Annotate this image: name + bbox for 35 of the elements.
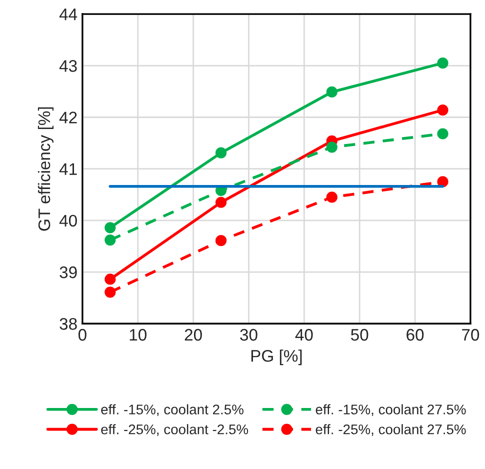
point — [437, 176, 448, 188]
point — [215, 196, 227, 208]
x-tick-label: 20 — [184, 328, 202, 341]
y-tick-label: 38 — [60, 318, 77, 330]
x-tick-label: 70 — [462, 328, 480, 341]
x-tick-label: 40 — [295, 328, 313, 341]
x-axis-title: PG [%] — [251, 350, 302, 366]
point — [326, 86, 338, 98]
y-tick-label: 44 — [59, 8, 78, 20]
x-tick-label: 50 — [350, 328, 368, 341]
legend-label: eff. -25%, coolant -2.5% — [101, 424, 248, 436]
legend-label: eff. -25%, coolant 27.5% — [316, 424, 466, 436]
point — [104, 286, 116, 298]
x-tick-label: 30 — [240, 328, 258, 341]
point — [104, 222, 116, 234]
x-tick-label: 10 — [130, 328, 146, 341]
point — [326, 142, 338, 153]
point — [437, 104, 448, 116]
point — [326, 192, 338, 203]
y-tick-label: 40 — [59, 214, 77, 227]
x-tick-label: 60 — [406, 328, 424, 341]
y-tick-label: 42 — [59, 112, 77, 124]
y-tick-label: 39 — [60, 266, 77, 278]
y-tick-label: 41 — [59, 163, 77, 175]
y-tick-label: 43 — [59, 60, 77, 72]
x-tick-label: 0 — [78, 328, 86, 341]
legend-label: eff. -15%, coolant 27.5% — [316, 404, 466, 416]
point — [215, 147, 227, 158]
y-axis-title: GT efficiency [%] — [38, 107, 54, 231]
point — [437, 128, 448, 140]
point — [104, 234, 116, 246]
point — [104, 274, 116, 285]
point — [437, 58, 448, 69]
point — [215, 234, 227, 246]
legend-label: eff. -15%, coolant 2.5% — [101, 404, 244, 416]
